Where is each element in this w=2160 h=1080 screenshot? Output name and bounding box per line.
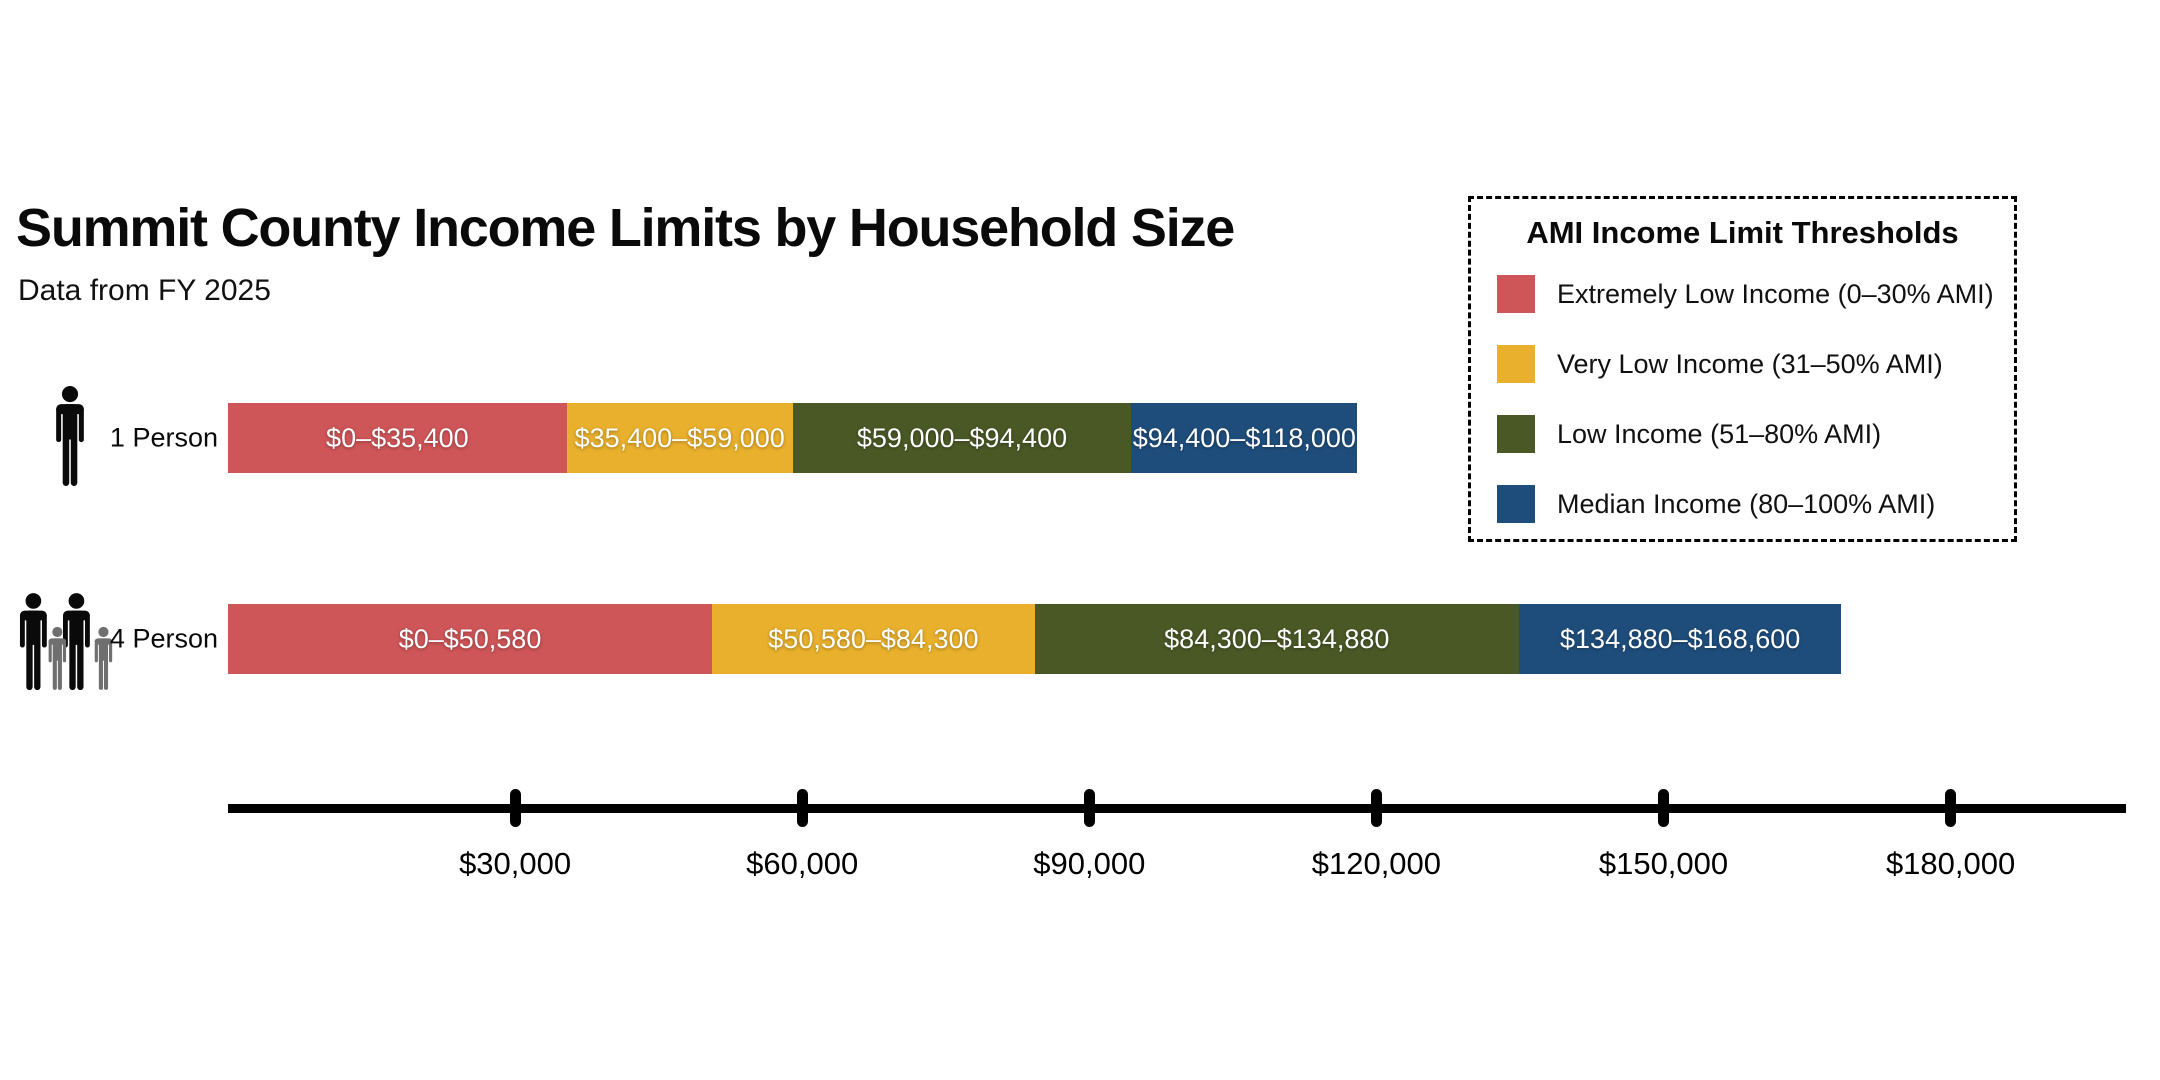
four-person-family-icon bbox=[14, 590, 117, 695]
axis-tick bbox=[509, 789, 521, 827]
axis-tick bbox=[1945, 789, 1957, 827]
legend: AMI Income Limit Thresholds Extremely Lo… bbox=[1468, 196, 2017, 542]
legend-item: Extremely Low Income (0–30% AMI) bbox=[1497, 275, 2014, 313]
row-label: 1 Person bbox=[109, 422, 218, 453]
page-subtitle: Data from FY 2025 bbox=[18, 274, 271, 307]
bar-segment-label: $35,400–$59,000 bbox=[574, 422, 785, 453]
legend-swatch-1 bbox=[1497, 345, 1535, 383]
legend-item: Median Income (80–100% AMI) bbox=[1497, 485, 2014, 523]
axis-tick-label: $90,000 bbox=[1033, 846, 1146, 881]
bar-segment-label: $134,880–$168,600 bbox=[1560, 623, 1801, 654]
axis-tick-label: $150,000 bbox=[1598, 846, 1729, 881]
legend-title: AMI Income Limit Thresholds bbox=[1526, 215, 1959, 250]
bar-segment: $94,400–$118,000 bbox=[1131, 403, 1358, 473]
bar-row-1-person: 1 Person $0–$35,400 $35,400–$59,000 $59,000… bbox=[0, 386, 2160, 486]
axis-tick-label: $60,000 bbox=[746, 846, 859, 881]
page-title: Summit County Income Limits by Household… bbox=[16, 198, 1235, 258]
bar-segment: $84,300–$134,880 bbox=[1034, 604, 1519, 674]
bar-segment: $0–$50,580 bbox=[228, 604, 713, 674]
bar-segment-label: $0–$50,580 bbox=[398, 623, 542, 654]
legend-items: Extremely Low Income (0–30% AMI) Very Low… bbox=[1497, 275, 2014, 523]
axis-tick bbox=[1370, 789, 1382, 827]
legend-item: Very Low Income (31–50% AMI) bbox=[1497, 345, 2014, 383]
axis-tick bbox=[796, 789, 808, 827]
axis-tick-label: $30,000 bbox=[459, 846, 572, 881]
legend-swatch-0 bbox=[1497, 275, 1535, 313]
bar-segment-label: $0–$35,400 bbox=[326, 422, 469, 453]
bar-segment: $59,000–$94,400 bbox=[792, 403, 1132, 473]
axis-line bbox=[228, 804, 2126, 813]
bar-row-4-person: 4 Person $0–$50,580 $50,580–$84,300 $84,300… bbox=[0, 593, 2160, 691]
bar-segment: $50,580–$84,300 bbox=[712, 604, 1035, 674]
row-label: 4 Person bbox=[109, 623, 218, 654]
legend-item: Low Income (51–80% AMI) bbox=[1497, 415, 2014, 453]
legend-swatch-3 bbox=[1497, 485, 1535, 523]
bar-segment: $134,880–$168,600 bbox=[1518, 604, 1842, 674]
bar-segment-label: $50,580–$84,300 bbox=[768, 623, 979, 654]
legend-item-label: Very Low Income (31–50% AMI) bbox=[1557, 348, 1943, 379]
legend-item-label: Extremely Low Income (0–30% AMI) bbox=[1557, 278, 1994, 309]
axis-tick-label: $120,000 bbox=[1311, 846, 1442, 881]
bar-segment-label: $94,400–$118,000 bbox=[1132, 422, 1356, 453]
single-person-icon bbox=[50, 386, 90, 491]
bar-segment: $0–$35,400 bbox=[228, 403, 567, 473]
legend-swatch-2 bbox=[1497, 415, 1535, 453]
axis-tick bbox=[1658, 789, 1669, 827]
bar-segment: $35,400–$59,000 bbox=[566, 403, 793, 473]
legend-item-label: Median Income (80–100% AMI) bbox=[1557, 488, 1936, 519]
axis-tick bbox=[1083, 789, 1095, 827]
legend-item-label: Low Income (51–80% AMI) bbox=[1557, 418, 1882, 449]
axis-tick-label: $180,000 bbox=[1885, 846, 2016, 881]
bar-segment-label: $84,300–$134,880 bbox=[1164, 623, 1390, 654]
bar-segment-label: $59,000–$94,400 bbox=[856, 422, 1068, 453]
